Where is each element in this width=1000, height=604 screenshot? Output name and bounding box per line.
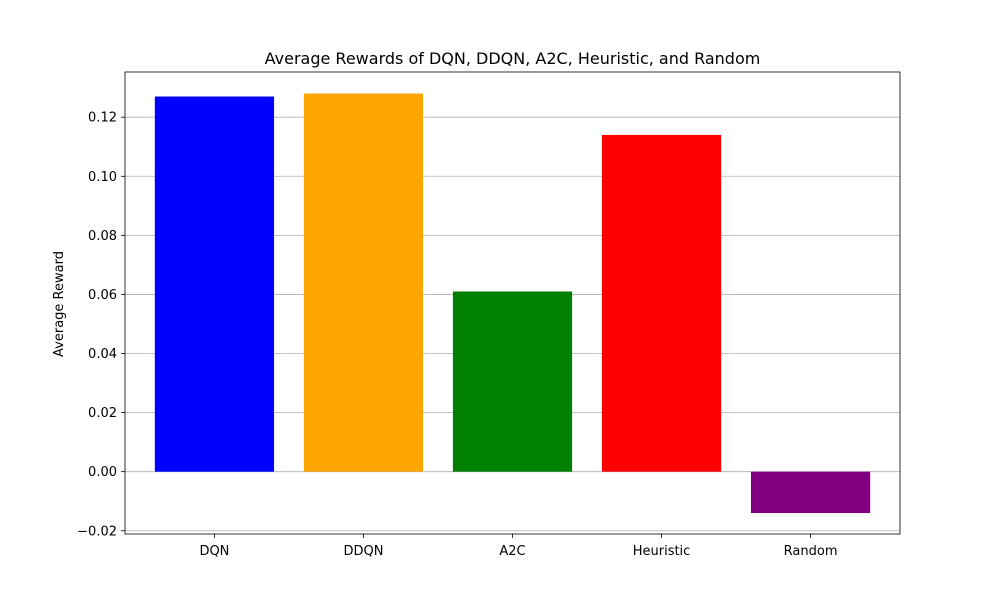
bar-heuristic: [601, 134, 722, 472]
bars: [154, 93, 871, 514]
x-tick-label: DQN: [199, 544, 229, 559]
y-tick-label: 0.12: [88, 111, 117, 126]
tick-labels: −0.02 0.00 0.02 0.04 0.06 0.08 0.10 0.12 DQN DDQN…: [77, 111, 837, 559]
x-tick-label: A2C: [499, 544, 525, 559]
y-tick-label: 0.02: [88, 406, 117, 421]
bar-a2c: [452, 291, 573, 472]
y-tick-label: 0.10: [88, 170, 117, 185]
bar-ddqn: [303, 93, 424, 472]
x-tick-label: Random: [784, 544, 838, 559]
y-axis-label: Average Reward: [52, 251, 67, 357]
chart-title: Average Rewards of DQN, DDQN, A2C, Heuri…: [265, 49, 761, 68]
x-tick-label: DDQN: [343, 544, 383, 559]
y-tick-label: 0.04: [88, 347, 117, 362]
y-tick-label: −0.02: [77, 524, 117, 539]
bar-dqn: [154, 96, 275, 472]
y-tick-label: 0.06: [88, 288, 117, 303]
y-tick-label: 0.00: [88, 465, 117, 480]
x-tick-label: Heuristic: [633, 544, 691, 559]
y-tick-label: 0.08: [88, 229, 117, 244]
bar-random: [750, 471, 871, 514]
